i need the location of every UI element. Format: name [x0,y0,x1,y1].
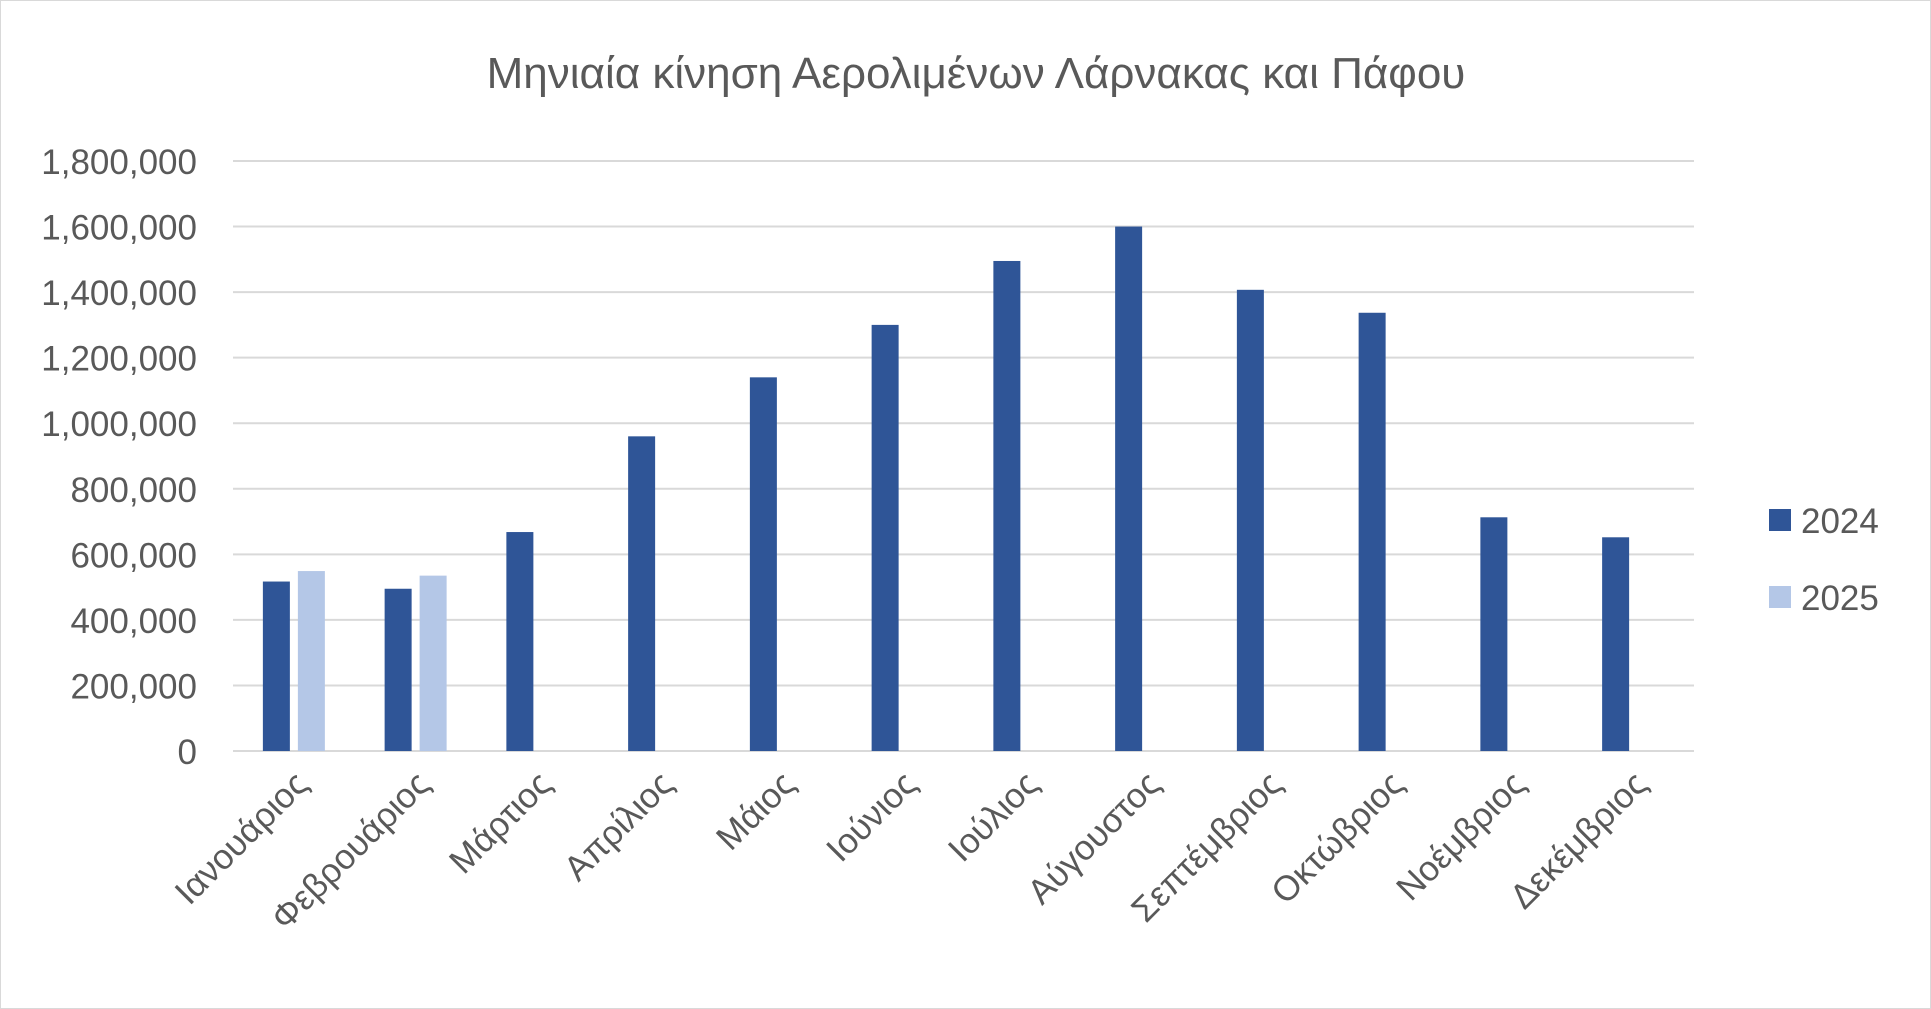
legend: 2024 2025 [1769,502,1879,618]
bar-2024-9 [1236,289,1264,751]
legend-swatch-2025 [1769,586,1791,608]
bars [262,226,1630,752]
y-tick-label: 1,400,000 [41,274,197,313]
legend-label: 2025 [1801,579,1879,618]
gridlines [233,160,1694,752]
y-tick-label: 1,000,000 [41,405,197,444]
y-tick-label: 1,800,000 [41,143,197,182]
y-tick-label: 600,000 [70,536,197,575]
x-tick-label: Οκτώβριος [1264,764,1411,911]
bar-2024-6 [871,324,899,751]
y-tick-label: 400,000 [70,602,197,641]
bar-2024-7 [993,260,1021,751]
bar-2025-1 [297,571,325,751]
bar-2024-2 [384,588,412,751]
x-tick-label: Ιούλιος [941,764,1046,869]
bar-2024-4 [628,436,656,751]
x-tick-label: Μάιος [709,764,803,858]
chart-title: Μηνιαία κίνηση Αερολιμένων Λάρνακας και … [487,49,1466,98]
y-tick-label: 1,200,000 [41,340,197,379]
bar-2024-10 [1358,312,1386,751]
x-tick-label: Μάρτιος [442,764,559,881]
bar-2025-2 [419,575,447,751]
bar-2024-5 [749,377,777,751]
bar-2024-12 [1602,537,1630,751]
bar-2024-1 [262,581,290,751]
bar-2024-3 [506,532,534,751]
bar-2024-8 [1115,226,1143,752]
y-axis-labels: 0 200,000 400,000 600,000 800,000 1,000,000 1,… [41,143,197,772]
y-tick-label: 200,000 [70,667,197,706]
y-tick-label: 1,600,000 [41,209,197,248]
x-tick-label: Ιούνιος [819,764,924,869]
bar-2024-11 [1480,517,1508,751]
y-tick-label: 0 [178,733,197,772]
legend-swatch-2024 [1769,509,1791,531]
legend-label: 2024 [1801,502,1879,541]
x-tick-label: Απρίλιος [556,764,680,888]
y-tick-label: 800,000 [70,471,197,510]
